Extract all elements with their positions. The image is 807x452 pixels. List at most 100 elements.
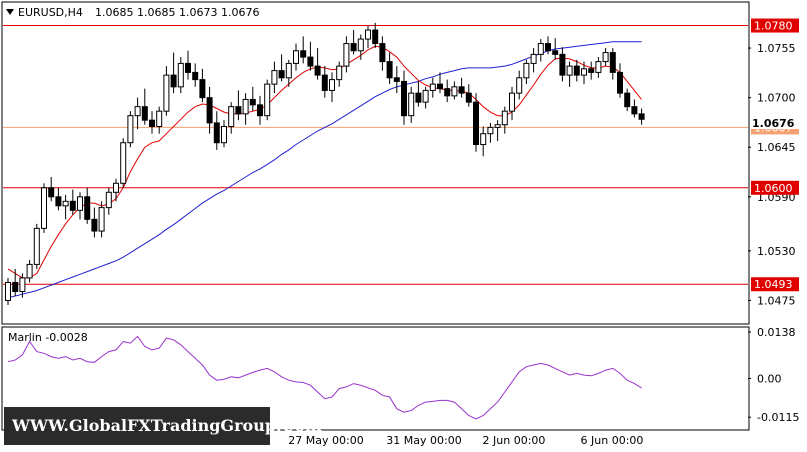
candle-body	[357, 38, 364, 52]
candle-body	[199, 79, 206, 99]
candle-body	[329, 79, 335, 91]
dropdown-triangle-icon[interactable]	[6, 9, 14, 15]
candle-body	[55, 196, 62, 207]
candle-body	[581, 68, 587, 76]
candle-body	[19, 277, 26, 292]
level-tag-label: 1.0780	[754, 20, 793, 33]
candle-body	[141, 106, 148, 121]
x-tick-label: 2 Jun 00:00	[483, 434, 546, 447]
candle-body	[372, 29, 379, 45]
candle-body	[480, 133, 487, 146]
main-panel-frame	[1, 1, 750, 325]
candle-body	[185, 62, 191, 73]
candle-body	[415, 92, 422, 103]
candle-body	[401, 80, 407, 117]
indicator-tick-label: 0.0138	[757, 326, 796, 339]
candle-body	[545, 43, 551, 52]
candle-body	[624, 92, 631, 108]
candle-body	[98, 207, 105, 232]
candle-body	[429, 83, 436, 91]
candle-body	[62, 200, 69, 207]
current-price-tag	[750, 116, 800, 129]
candle-body	[12, 281, 19, 292]
oscillator-series	[7, 335, 642, 420]
candle-body	[264, 83, 271, 117]
candle-body	[473, 101, 479, 146]
oscillator-line	[7, 335, 642, 420]
candle-body	[235, 106, 242, 115]
candle-body	[170, 74, 177, 88]
candle-body	[105, 191, 112, 209]
y-tick-label: 1.0645	[757, 141, 796, 154]
x-axis-ticks: 27 May 00:00 31 May 00:00 2 Jun 00:00 6 Jun…	[288, 434, 643, 447]
watermark-text: WWW.GlobalFXTradingGroup.Com	[11, 416, 322, 435]
candle-body	[300, 50, 307, 58]
candle-body	[595, 61, 602, 73]
indicator-tick-label: 0.00	[757, 373, 782, 386]
candle-body	[350, 43, 357, 52]
candle-body	[537, 43, 544, 55]
candle-body	[41, 187, 47, 229]
candle-body	[48, 187, 55, 198]
candle-body	[77, 196, 83, 211]
ohlc-header: 1.0685 1.0685 1.0673 1.0676	[95, 6, 259, 19]
candle-body	[509, 92, 515, 112]
candle-body	[293, 50, 299, 64]
candle-body	[249, 98, 256, 106]
level-tag	[751, 277, 799, 292]
candle-body	[221, 125, 227, 144]
level-tag	[751, 18, 799, 33]
candle-body	[278, 70, 285, 79]
candle-body	[192, 71, 199, 81]
y-tick-label: 1.0700	[757, 92, 796, 105]
symbol-header: EURUSD,H4	[18, 6, 83, 19]
candle-body	[257, 104, 263, 117]
candle-body	[343, 43, 350, 67]
candle-body	[163, 74, 170, 112]
candle-body	[573, 65, 580, 76]
candle-body	[314, 65, 321, 76]
candle-body	[113, 182, 119, 193]
candle-body	[379, 43, 386, 63]
candle-body	[91, 218, 98, 232]
candle-body	[127, 115, 134, 144]
candle-body	[617, 71, 623, 94]
candles	[5, 22, 645, 305]
watermark-box	[4, 407, 270, 445]
candle-body	[631, 106, 638, 115]
candle-body	[609, 52, 616, 73]
candle-body	[213, 122, 220, 144]
candle-body	[365, 29, 371, 40]
candle-body	[69, 200, 76, 211]
y-tick-label: 1.0530	[757, 245, 796, 258]
current-price-label: 1.0676	[752, 117, 795, 130]
indicator-tick-label: -0.0115	[757, 411, 799, 424]
candle-body	[487, 126, 494, 135]
candle-body	[465, 92, 472, 103]
y-tick-label: 1.0755	[757, 42, 796, 55]
candle-body	[156, 110, 163, 127]
candle-body	[228, 106, 235, 127]
candle-body	[134, 106, 141, 117]
candle-body	[336, 65, 343, 81]
x-tick-label: 31 May 00:00	[386, 434, 461, 447]
candle-body	[516, 77, 523, 94]
candle-body	[638, 113, 645, 120]
indicator-label: Marlin -0.0028	[8, 331, 88, 344]
level-tag-label: 1.0493	[754, 278, 793, 291]
y-tick-label: 1.0475	[757, 294, 796, 307]
candle-body	[566, 65, 573, 76]
x-tick-label: 6 Jun 00:00	[581, 434, 644, 447]
candle-body	[5, 281, 11, 301]
candle-body	[120, 142, 127, 184]
candle-body	[588, 68, 595, 73]
candle-body	[393, 77, 400, 82]
candle-body	[408, 92, 415, 117]
candle-body	[271, 70, 278, 85]
level-tag	[751, 180, 799, 195]
candle-body	[307, 56, 314, 67]
candle-body	[33, 227, 40, 265]
candle-body	[26, 263, 33, 279]
